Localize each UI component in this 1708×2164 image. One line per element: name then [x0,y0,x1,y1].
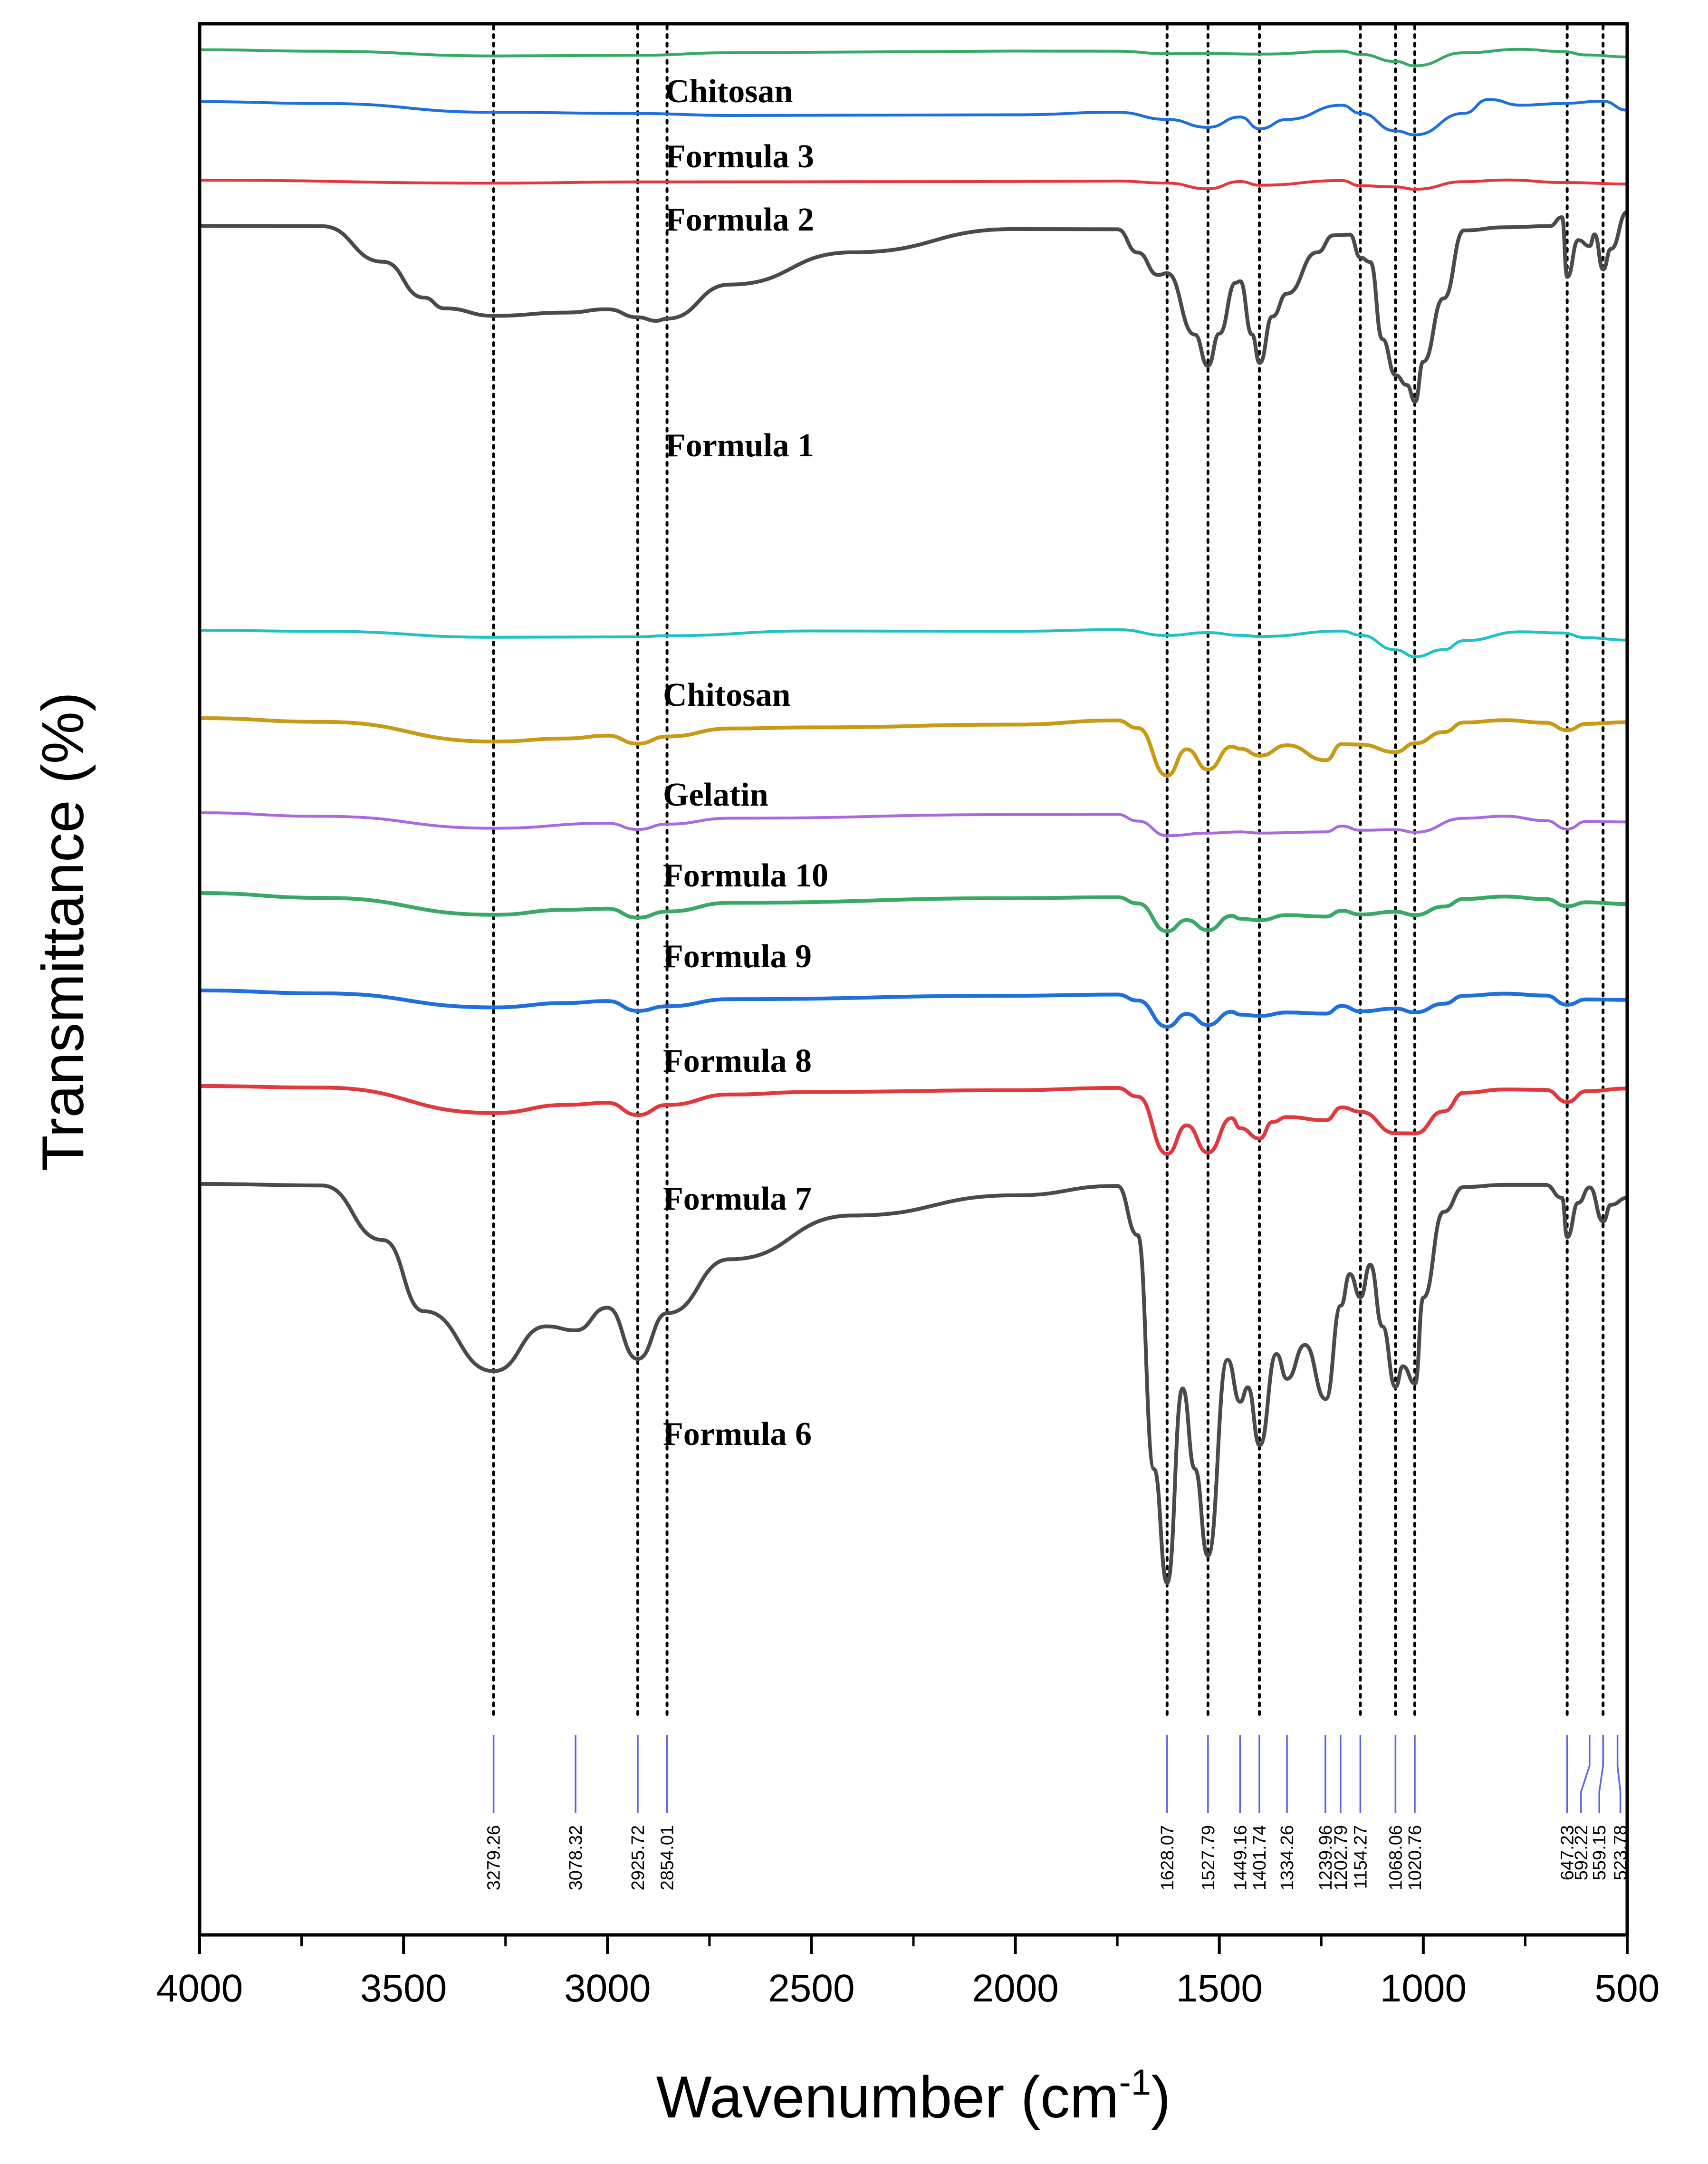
trace-formula-8-8 [198,988,1629,1029]
peak-marker-17 [1616,1735,1622,1813]
peak-label-1: 3078.32 [566,1825,586,1890]
trace-formula-1-3 [198,210,1629,404]
peak-label-5: 1527.79 [1199,1825,1219,1890]
trace-formula-6-10 [198,1182,1629,1585]
x-axis-title: Wavenumber (cm-1) [656,2062,1171,2130]
peak-label-12: 1068.06 [1386,1825,1406,1890]
peak-label-9: 1239.96 [1316,1825,1336,1890]
x-tick-label-4: 2000 [972,1967,1058,2010]
trace-formula-3-1 [198,98,1629,136]
plot-frame [198,22,1629,1937]
x-axis: 4000 3500 3000 2500 2000 1500 1000 500 [156,1935,1660,2010]
peak-label-8: 1334.26 [1277,1825,1297,1890]
peak-label-15: 592.22 [1572,1825,1592,1880]
x-axis-title-suffix: ) [1151,2065,1171,2130]
spectra-traces [198,48,1629,1585]
x-tick-label-7: 500 [1595,1967,1660,2010]
x-tick-label-1: 3500 [360,1967,447,2010]
trace-formula-10-6 [198,811,1629,837]
trace-formula-7-9 [198,1084,1629,1156]
peak-label-4: 1628.07 [1158,1825,1178,1890]
series-label-2: Formula 2 [665,202,814,238]
peak-label-14: 647.23 [1558,1825,1578,1880]
peak-label-16: 559.15 [1590,1825,1610,1880]
series-label-5: Gelatin [663,777,768,813]
peak-label-6: 1449.16 [1230,1825,1250,1890]
series-label-10: Formula 6 [663,1416,812,1452]
series-label-7: Formula 9 [663,938,812,975]
series-label-8: Formula 8 [663,1043,812,1079]
x-tick-label-5: 1500 [1176,1967,1263,2010]
series-label-1: Formula 3 [665,138,814,175]
y-axis-title: Transmittance (%) [30,692,96,1171]
trace-chitosan-4 [198,628,1629,658]
x-tick-label-3: 2500 [768,1967,854,2010]
series-label-0: Chitosan [665,73,793,110]
peak-label-0: 3279.26 [484,1825,504,1890]
trace-formula-2-2 [198,178,1629,191]
series-label-6: Formula 10 [663,857,828,894]
x-tick-label-2: 3000 [564,1967,651,2010]
peak-label-13: 1020.76 [1405,1825,1425,1890]
peak-label-2: 2925.72 [628,1825,648,1890]
trace-gelatin-5 [198,716,1629,778]
x-tick-label-0: 4000 [156,1967,243,2010]
peak-markers: 3279.26 3078.32 2925.72 2854.01 1628.07 1527.… [484,1735,1631,1890]
x-axis-title-superscript: -1 [1119,2062,1151,2103]
peak-label-3: 2854.01 [658,1825,678,1890]
trace-chitosan-0 [198,48,1629,67]
x-tick-label-6: 1000 [1380,1967,1467,2010]
peak-label-7: 1401.74 [1250,1825,1270,1890]
series-label-9: Formula 7 [663,1181,812,1217]
series-label-4: Chitosan [663,677,790,713]
peak-label-11: 1154.27 [1351,1825,1371,1889]
trace-formula-9-7 [198,891,1629,933]
peak-marker-16 [1598,1735,1604,1813]
series-labels: Chitosan Formula 3 Formula 2 Formula 1 Chito… [663,73,828,1452]
peak-marker-15 [1580,1735,1591,1813]
peak-label-10: 1202.79 [1331,1825,1351,1890]
x-axis-title-main: Wavenumber (cm [656,2065,1119,2130]
series-label-3: Formula 1 [665,427,814,464]
reference-lines [492,25,1605,1717]
